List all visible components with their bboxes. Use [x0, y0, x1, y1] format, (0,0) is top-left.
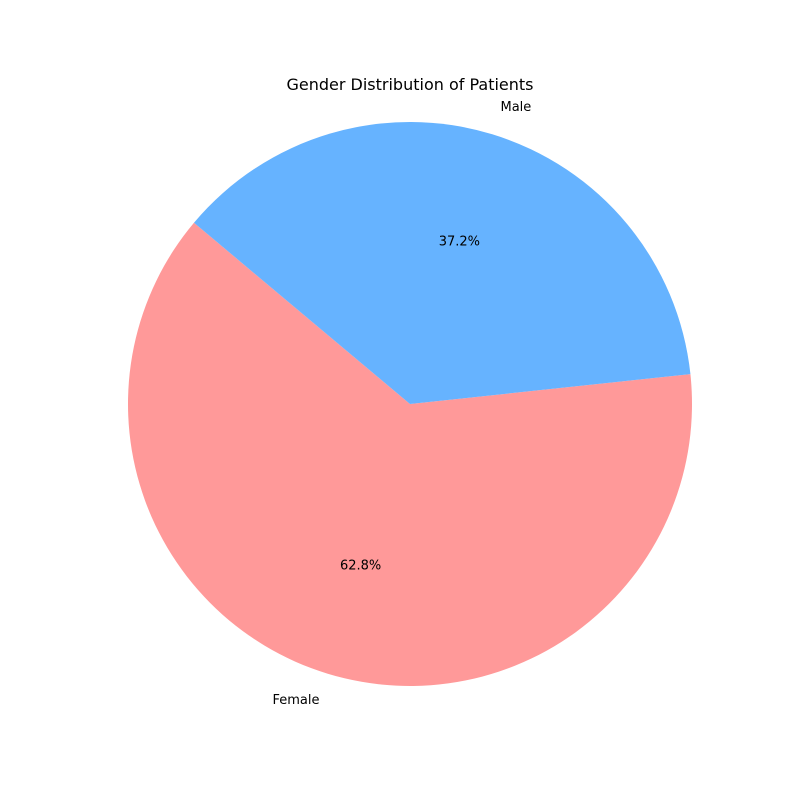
chart-title: Gender Distribution of Patients: [286, 75, 533, 94]
slice-percent-female: 62.8%: [340, 558, 381, 573]
pie-slice-male: [193, 121, 691, 404]
labels-layer: Female 62.8% Male 37.2%: [272, 100, 531, 708]
slice-percent-male: 37.2%: [439, 235, 480, 250]
slice-label-female: Female: [272, 693, 319, 708]
slice-label-male: Male: [500, 100, 531, 115]
slices-layer: [127, 121, 692, 686]
pie-slice-female: [127, 222, 692, 686]
